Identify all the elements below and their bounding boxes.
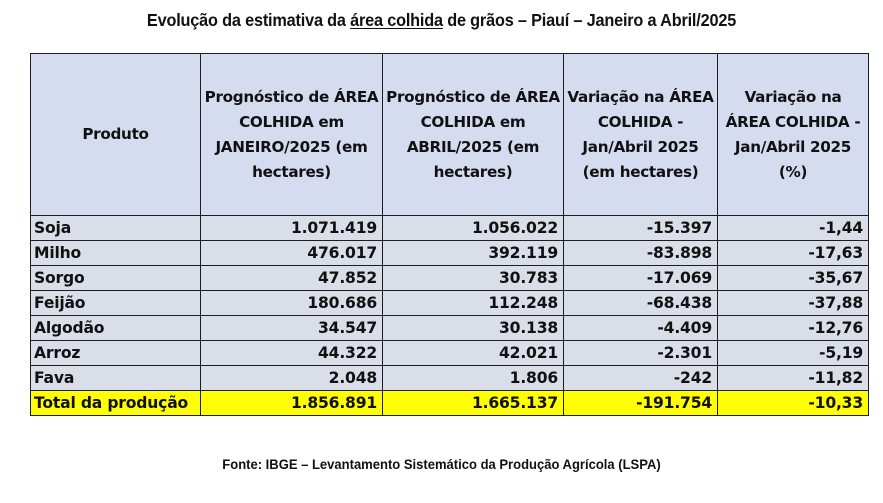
cell-variacao-pct: -12,76 [717, 315, 869, 341]
cell-variacao-ha: -2.301 [563, 340, 718, 366]
cell-janeiro: 47.852 [200, 265, 383, 291]
header-prognostico-janeiro: Prognóstico de ÁREA COLHIDA em JANEIRO/2… [200, 53, 383, 216]
cell-variacao-ha: -4.409 [563, 315, 718, 341]
cell-variacao-pct: -5,19 [717, 340, 869, 366]
cell-produto: Arroz [30, 340, 201, 366]
cell-abril-total: 1.665.137 [382, 390, 564, 416]
cell-produto-total: Total da produção [30, 390, 201, 416]
cell-produto: Fava [30, 365, 201, 391]
cell-variacao-ha: -15.397 [563, 215, 718, 241]
cell-variacao-pct: -1,44 [717, 215, 869, 241]
table-row: Sorgo 47.852 30.783 -17.069 -35,67 [30, 265, 869, 291]
cell-janeiro: 2.048 [200, 365, 383, 391]
cell-produto: Sorgo [30, 265, 201, 291]
cell-produto: Milho [30, 240, 201, 266]
cell-variacao-pct: -11,82 [717, 365, 869, 391]
cell-janeiro: 44.322 [200, 340, 383, 366]
cell-janeiro: 34.547 [200, 315, 383, 341]
cell-variacao-ha: -83.898 [563, 240, 718, 266]
cell-produto: Soja [30, 215, 201, 241]
cell-variacao-pct: -37,88 [717, 290, 869, 316]
title-text-before: Evolução da estimativa da [146, 10, 351, 30]
table-row: Soja 1.071.419 1.056.022 -15.397 -1,44 [30, 215, 869, 241]
header-produto: Produto [30, 53, 201, 216]
cell-variacao-ha: -242 [563, 365, 718, 391]
cell-janeiro: 1.071.419 [200, 215, 383, 241]
page-title: Evolução da estimativa da área colhida d… [31, 10, 852, 31]
table-row: Algodão 34.547 30.138 -4.409 -12,76 [30, 315, 869, 341]
cell-abril: 30.783 [382, 265, 564, 291]
header-prognostico-abril: Prognóstico de ÁREA COLHIDA em ABRIL/202… [382, 53, 564, 216]
table-header-row: Produto Prognóstico de ÁREA COLHIDA em J… [30, 53, 869, 216]
total-row: Total da produção 1.856.891 1.665.137 -1… [30, 390, 869, 416]
cell-abril: 392.119 [382, 240, 564, 266]
table-row: Fava 2.048 1.806 -242 -11,82 [30, 365, 869, 391]
cell-abril: 112.248 [382, 290, 564, 316]
title-text-after: de grãos – Piauí – Janeiro a Abril/2025 [442, 10, 737, 30]
cell-abril: 30.138 [382, 315, 564, 341]
header-variacao-hectares: Variação na ÁREA COLHIDA - Jan/Abril 202… [563, 53, 718, 216]
header-variacao-percentual: Variação na ÁREA COLHIDA - Jan/Abril 202… [717, 53, 869, 216]
cell-abril: 1.806 [382, 365, 564, 391]
cell-variacao-pct: -35,67 [717, 265, 869, 291]
cell-variacao-ha: -68.438 [563, 290, 718, 316]
source-note: Fonte: IBGE – Levantamento Sistemático d… [222, 456, 661, 472]
cell-variacao-ha-total: -191.754 [563, 390, 718, 416]
cell-variacao-pct: -17,63 [717, 240, 869, 266]
cell-produto: Algodão [30, 315, 201, 341]
title-text-underlined: área colhida [350, 10, 443, 30]
area-colhida-table: Produto Prognóstico de ÁREA COLHIDA em J… [30, 53, 869, 416]
cell-abril: 42.021 [382, 340, 564, 366]
cell-janeiro-total: 1.856.891 [200, 390, 383, 416]
cell-produto: Feijão [30, 290, 201, 316]
cell-abril: 1.056.022 [382, 215, 564, 241]
table-row: Feijão 180.686 112.248 -68.438 -37,88 [30, 290, 869, 316]
cell-janeiro: 180.686 [200, 290, 383, 316]
table-row: Arroz 44.322 42.021 -2.301 -5,19 [30, 340, 869, 366]
table-row: Milho 476.017 392.119 -83.898 -17,63 [30, 240, 869, 266]
cell-janeiro: 476.017 [200, 240, 383, 266]
cell-variacao-pct-total: -10,33 [717, 390, 869, 416]
cell-variacao-ha: -17.069 [563, 265, 718, 291]
